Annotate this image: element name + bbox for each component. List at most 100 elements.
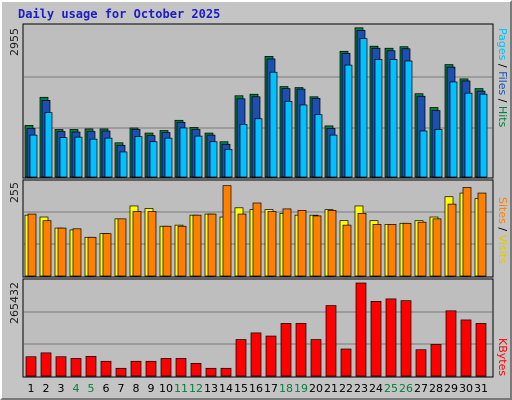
legend-sites: Sites bbox=[496, 197, 509, 224]
x-tick-label: 22 bbox=[339, 382, 353, 395]
x-tick-label: 26 bbox=[399, 382, 413, 395]
sites-bar bbox=[402, 222, 412, 277]
x-tick-label: 3 bbox=[58, 382, 65, 395]
pages-bar bbox=[314, 114, 323, 178]
hits-legend: Pages / Files / Hits bbox=[496, 28, 509, 128]
sites-bar bbox=[87, 236, 97, 277]
sites-ytick-top: 255 bbox=[8, 182, 21, 203]
x-tick-label: 16 bbox=[249, 382, 263, 395]
sites-bar bbox=[117, 218, 127, 277]
pages-bar bbox=[89, 138, 98, 178]
legend-hits: Hits bbox=[496, 106, 509, 128]
pages-bar bbox=[74, 136, 83, 178]
sites-bar bbox=[177, 225, 187, 277]
sites-bar bbox=[417, 221, 427, 277]
x-tick-label: 12 bbox=[189, 382, 203, 395]
kbytes-bar bbox=[250, 332, 262, 377]
legend-sep: / bbox=[496, 224, 509, 235]
hits-files-pages-bars bbox=[24, 27, 488, 178]
x-tick-label: 27 bbox=[414, 382, 428, 395]
sites-bar bbox=[387, 224, 397, 277]
sites-bar bbox=[297, 210, 307, 277]
sites-bar bbox=[342, 224, 352, 277]
pages-bar bbox=[254, 118, 263, 178]
kbytes-bar bbox=[25, 356, 37, 377]
kbytes-bar bbox=[340, 348, 352, 377]
pages-bar bbox=[404, 60, 413, 178]
x-tick-label: 23 bbox=[354, 382, 368, 395]
legend-sep: / bbox=[496, 60, 509, 71]
x-tick-label: 15 bbox=[234, 382, 248, 395]
pages-bar bbox=[419, 130, 428, 178]
kbytes-bar bbox=[430, 344, 442, 377]
sites-bar bbox=[282, 208, 292, 277]
sites-bar bbox=[477, 192, 487, 277]
x-tick-label: 10 bbox=[159, 382, 173, 395]
kbytes-bar bbox=[370, 301, 382, 377]
sites-bar bbox=[267, 211, 277, 277]
kbytes-bar bbox=[460, 319, 472, 377]
x-tick-label: 31 bbox=[474, 382, 488, 395]
kbytes-bars bbox=[25, 282, 487, 377]
pages-bar bbox=[164, 137, 173, 178]
pages-bar bbox=[134, 136, 143, 178]
kbytes-bar bbox=[55, 356, 67, 377]
pages-bar bbox=[29, 134, 38, 178]
sites-bar bbox=[327, 210, 337, 277]
legend-kbytes: KBytes bbox=[496, 338, 509, 376]
kbytes-bar bbox=[145, 360, 157, 377]
pages-bar bbox=[224, 149, 233, 178]
pages-bar bbox=[44, 112, 53, 178]
kbytes-bar bbox=[445, 310, 457, 377]
sites-bar bbox=[432, 218, 442, 277]
legend-pages: Pages bbox=[496, 28, 509, 61]
pages-bar bbox=[104, 137, 113, 178]
x-tick-label: 5 bbox=[88, 382, 95, 395]
legend-files: Files bbox=[496, 71, 509, 95]
kbytes-bar bbox=[310, 339, 322, 377]
pages-bar bbox=[209, 141, 218, 178]
pages-bar bbox=[239, 124, 248, 178]
sites-bar bbox=[312, 215, 322, 277]
pages-bar bbox=[119, 151, 128, 178]
pages-bar bbox=[179, 127, 188, 178]
kbytes-bar bbox=[205, 367, 217, 377]
x-tick-label: 6 bbox=[103, 382, 110, 395]
pages-bar bbox=[344, 64, 353, 178]
x-tick-label: 8 bbox=[133, 382, 140, 395]
kbytes-bar bbox=[130, 360, 142, 377]
kbytes-bar bbox=[85, 356, 97, 377]
kbytes-bar bbox=[355, 282, 367, 377]
legend-visits: Visits bbox=[496, 235, 509, 264]
kbytes-bar bbox=[115, 367, 127, 377]
sites-bar bbox=[27, 213, 37, 277]
kbytes-legend: KBytes bbox=[496, 338, 509, 376]
kbytes-bar bbox=[295, 323, 307, 377]
x-tick-label: 2 bbox=[43, 382, 50, 395]
sites-bar bbox=[462, 187, 472, 277]
kbytes-bar bbox=[100, 360, 112, 377]
x-tick-label: 29 bbox=[444, 382, 458, 395]
pages-bar bbox=[389, 59, 398, 178]
kbytes-bar bbox=[400, 300, 412, 377]
x-tick-label: 17 bbox=[264, 382, 278, 395]
kbytes-ytick-top: 265432 bbox=[8, 282, 21, 324]
pages-bar bbox=[329, 134, 338, 178]
chart-title: Daily usage for October 2025 bbox=[18, 7, 221, 21]
sites-bar bbox=[447, 203, 457, 277]
kbytes-bar bbox=[160, 358, 172, 377]
kbytes-bar bbox=[70, 358, 82, 377]
kbytes-bar bbox=[475, 323, 487, 377]
x-tick-label: 24 bbox=[369, 382, 383, 395]
sites-bar bbox=[57, 227, 67, 277]
pages-bar bbox=[464, 92, 473, 178]
sites-bar bbox=[102, 233, 112, 277]
sites-bar bbox=[252, 202, 262, 277]
x-tick-label: 21 bbox=[324, 382, 338, 395]
sites-bar bbox=[42, 220, 52, 277]
sites-bar bbox=[237, 213, 247, 277]
kbytes-bar bbox=[415, 349, 427, 377]
sites-bar bbox=[222, 185, 232, 277]
kbytes-bar bbox=[280, 323, 292, 377]
